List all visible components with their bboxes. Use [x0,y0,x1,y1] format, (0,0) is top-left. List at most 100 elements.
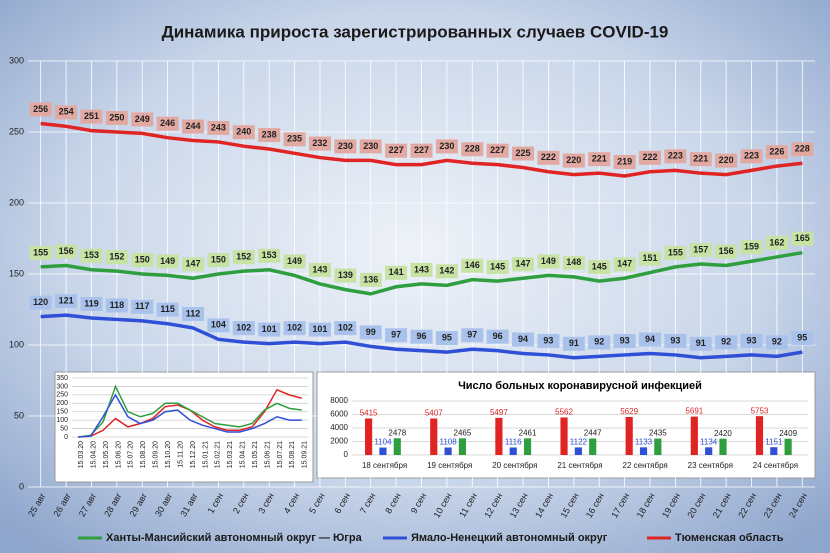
bar-value-label: 5691 [685,407,703,416]
data-label: 101 [262,324,277,334]
data-label-box [562,153,585,168]
data-label-box [55,244,78,259]
data-label: 150 [135,254,150,264]
data-label: 120 [33,297,48,307]
legend-label: Тюменская область [675,532,784,544]
data-label-box [207,318,230,333]
y-tick-label: 200 [9,197,24,207]
data-label: 221 [592,154,607,164]
data-label: 102 [338,323,353,333]
data-label-box [461,142,484,157]
line-series [40,121,803,178]
data-label: 92 [772,337,782,347]
bar-value-label: 2447 [584,429,602,438]
data-label-box [308,136,331,151]
y-tick-label: 250 [56,392,68,399]
bar [690,416,698,455]
data-label: 149 [160,256,175,266]
data-label-box [613,257,636,272]
data-label: 95 [797,332,807,342]
data-label: 93 [620,335,630,345]
data-label: 226 [769,146,784,156]
x-tick-label: 15.09.21 [302,441,309,468]
x-tick-label: 15.04.20 [90,441,97,468]
data-label-box [334,139,357,154]
data-label-box [55,294,78,309]
data-label: 141 [389,267,404,277]
data-label: 104 [211,320,226,330]
bar-value-label: 1134 [700,437,718,446]
data-label-box [664,245,687,260]
data-label: 250 [109,112,124,122]
bar-value-label: 2478 [388,428,406,437]
data-label: 165 [795,233,810,243]
data-label-box [105,250,128,265]
data-label-box [410,329,433,344]
data-label: 256 [33,104,48,114]
data-label: 94 [518,334,528,344]
data-label: 93 [543,335,553,345]
bar-value-label: 2465 [454,428,472,437]
data-label-box [258,128,281,143]
y-tick-label: 0 [19,481,24,491]
bar [654,438,662,455]
data-label-box [359,272,382,287]
data-label: 93 [747,335,757,345]
y-tick-label: 100 [9,339,24,349]
data-label-box [791,231,814,246]
bar [784,438,792,455]
x-tick-label: 15.03.21 [227,441,234,468]
bar-value-label: 1108 [439,438,457,447]
data-label-box [308,322,331,337]
data-label-box [80,109,103,124]
bar [523,438,532,455]
data-label: 97 [391,330,401,340]
data-label-box [131,253,154,267]
data-label-box [613,333,636,348]
data-label-box [461,328,484,343]
data-label: 112 [186,308,201,318]
data-label-box [232,321,255,336]
data-label: 238 [262,129,277,139]
data-label: 246 [160,118,175,128]
data-label: 121 [59,296,74,306]
data-label: 220 [566,155,581,165]
data-label-box [512,257,535,272]
data-label-box [562,336,585,351]
y-tick-label: 2000 [330,437,348,446]
data-label-box [308,262,331,277]
data-label-box [182,306,205,321]
chart-title: Динамика прироста зарегистрированных слу… [162,22,669,41]
bar-value-label: 5629 [620,407,638,416]
data-label: 117 [135,301,150,311]
chart-title: Число больных коронавирусной инфекцией [458,380,702,392]
data-label: 143 [414,264,429,274]
data-label-box [435,331,458,346]
data-label: 156 [59,246,74,256]
bar [495,417,503,455]
x-tick-label: 15.06.21 [264,441,271,468]
x-tick-label: 15.05.21 [252,441,259,468]
data-label-box [740,333,763,348]
data-label: 142 [439,266,454,276]
data-label: 99 [366,327,376,337]
data-label-box [638,150,661,165]
data-label: 93 [670,335,680,345]
bar [379,447,387,455]
x-tick-label: 15.01.21 [202,441,209,468]
legend-label: Ханты-Мансийский автономный округ — Югра [106,532,363,544]
data-label-box [385,265,408,280]
y-tick-label: 150 [9,268,24,278]
y-tick-label: 0 [344,450,349,459]
data-label: 147 [186,259,201,269]
y-tick-label: 300 [56,383,68,390]
bar [365,418,373,455]
data-label-box [638,251,661,266]
data-label-box [156,254,179,269]
data-label-box [410,143,433,158]
data-label-box [359,325,382,340]
data-label: 148 [566,257,581,267]
data-label: 115 [160,304,175,314]
y-tick-label: 100 [56,417,68,424]
